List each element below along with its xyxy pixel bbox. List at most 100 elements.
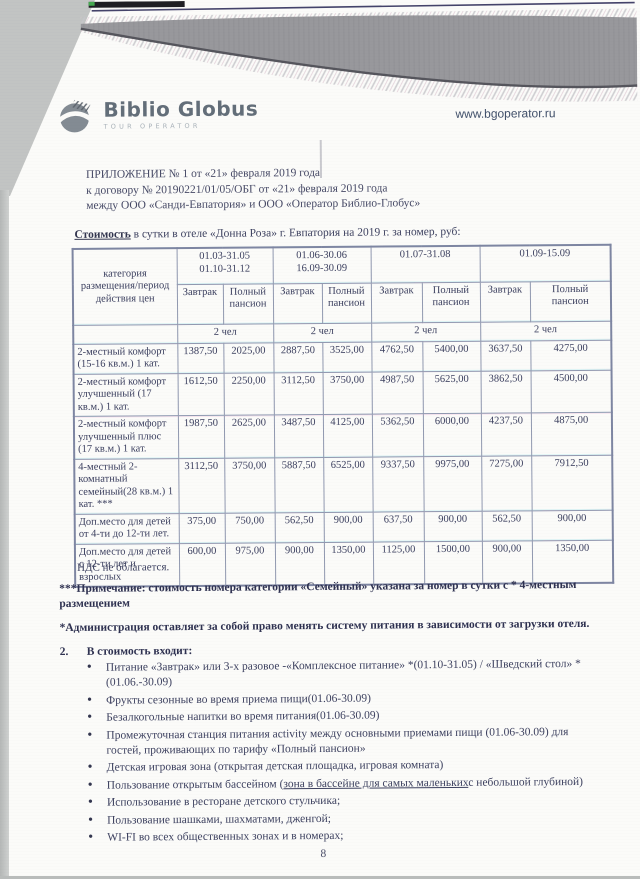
- price-cell: 9975,00: [423, 455, 482, 512]
- room-category: 4-местный 2-комнатный семейный(28 кв.м.)…: [74, 458, 179, 514]
- price-cell: 3487,50: [273, 414, 324, 458]
- period-header-1: 01.03-31.05 01.10-31.12: [176, 247, 273, 285]
- price-cell: 4237,50: [480, 412, 532, 456]
- list-item: Питание «Завтрак» или 3-х разовое -«Комп…: [86, 657, 605, 691]
- period-header-4: 01.09-15.09: [479, 244, 611, 282]
- price-cell: 5362,50: [371, 413, 424, 457]
- includes-heading: 2. В стоимость входит:: [60, 642, 605, 658]
- price-cell: 7912,50: [531, 454, 613, 511]
- letterhead-swoosh: [80, 1, 638, 102]
- biblio-globus-logo: Biblio Globus TOUR OPERATOR: [55, 94, 258, 136]
- meal-header-fullboard: Полный пансион: [421, 281, 481, 323]
- price-cell: 7275,00: [481, 455, 532, 511]
- price-cell: 975,00: [224, 542, 276, 586]
- scanner-edge: [0, 190, 9, 876]
- price-cell: 4987,50: [371, 371, 423, 415]
- room-category: 2-местный комфорт улучшенный (17 кв.м.) …: [73, 373, 178, 417]
- price-cell: 6525,00: [323, 456, 373, 512]
- table-row: 2-местный комфорт улучшенный плюс (17 кв…: [73, 412, 613, 459]
- list-item: Использование в ресторане детского стуль…: [87, 792, 606, 811]
- price-cell: 1125,00: [372, 541, 425, 585]
- occupancy-cell: 2 чел: [273, 322, 372, 343]
- list-item: Промежуточная станция питания activity м…: [86, 724, 605, 758]
- price-cell: 2025,00: [223, 342, 274, 373]
- includes-list: Питание «Завтрак» или 3-х разовое -«Комп…: [86, 657, 606, 846]
- category-column-header: категория размещения/период действия цен: [72, 248, 178, 325]
- price-cell: 900,00: [423, 510, 482, 542]
- includes-heading-number: 2.: [59, 645, 69, 659]
- room-category: 2-местный комфорт (15-16 кв.м.) 1 кат.: [73, 343, 178, 374]
- list-item: Пользование открытым бассейном (зона в б…: [87, 774, 606, 793]
- meal-header-breakfast: Завтрак: [370, 282, 423, 323]
- price-cell: 5625,00: [422, 370, 481, 414]
- website-url: www.bgoperator.ru: [455, 106, 556, 121]
- admin-note: *Администрация оставляет за собой право …: [59, 617, 590, 635]
- price-cell: 1612,50: [177, 372, 224, 416]
- price-cell: 3112,50: [178, 457, 225, 514]
- price-cell: 375,00: [178, 512, 225, 544]
- table-row: 2-местный комфорт улучшенный (17 кв.м.) …: [73, 369, 612, 417]
- list-item: Пользование шашками, шахматами, дженгой;: [87, 809, 606, 828]
- price-cell: 4762,50: [371, 341, 423, 372]
- price-cell: 900,00: [531, 509, 613, 541]
- table-row: 2-местный комфорт (15-16 кв.м.) 1 кат. 1…: [73, 339, 612, 374]
- price-cell: 3750,00: [224, 457, 275, 513]
- list-item: WI-FI во всех общественных зонах и в ном…: [87, 827, 606, 846]
- list-item: Безалкогольные напитки во время питания(…: [86, 707, 605, 726]
- table-row: 4-местный 2-комнатный семейный(28 кв.м.)…: [74, 454, 613, 514]
- price-cell: 3637,50: [480, 340, 531, 371]
- logo-title: Biblio Globus: [103, 96, 259, 122]
- price-cell: 5887,50: [274, 456, 324, 513]
- price-cell: 4275,00: [530, 339, 612, 371]
- occupancy-cell: 2 чел: [371, 321, 481, 342]
- price-cell: 3112,50: [273, 371, 323, 415]
- price-cell: 3862,50: [480, 370, 531, 414]
- includes-section: 2. В стоимость входит: Питание «Завтрак»…: [60, 642, 607, 849]
- meal-header-breakfast: Завтрак: [272, 282, 323, 324]
- price-cell: 900,00: [323, 511, 373, 542]
- table-row: Доп.место для детей от 4-ти до 12-ти лет…: [74, 509, 613, 544]
- price-cell: 2625,00: [223, 414, 275, 458]
- appendix-header: ПРИЛОЖЕНИЕ № 1 от «21» февраля 2019 года…: [86, 164, 516, 214]
- price-cell: 4500,00: [530, 369, 612, 413]
- price-table: категория размещения/период действия цен…: [71, 243, 615, 588]
- price-cell: 4125,00: [322, 414, 373, 457]
- price-cell: 562,50: [274, 511, 324, 543]
- vat-note: НДС не облагается.: [77, 561, 170, 574]
- price-cell: 4875,00: [530, 412, 613, 456]
- meal-header-fullboard: Полный пансион: [222, 283, 274, 324]
- price-cell: 1350,00: [323, 541, 374, 585]
- price-table-title-rest: в сутки в отеле «Донна Роза» г. Евпатори…: [130, 225, 461, 241]
- globe-icon: [55, 99, 95, 133]
- includes-heading-text: В стоимость входит:: [86, 645, 193, 658]
- price-table-title-bold: Стоимость: [74, 228, 131, 241]
- price-cell: 5400,00: [422, 340, 481, 372]
- price-cell: 2250,00: [223, 372, 274, 416]
- empty-cell: [73, 324, 178, 344]
- price-cell: 3525,00: [322, 341, 372, 372]
- price-cell: 1350,00: [531, 539, 614, 584]
- price-table-title: Стоимость в сутки в отеле «Донна Роза» г…: [74, 226, 460, 241]
- price-cell: 6000,00: [422, 413, 482, 457]
- price-cell: 2887,50: [273, 341, 323, 373]
- price-cell: 9337,50: [372, 456, 424, 512]
- pool-zone-underlined: зона в бассейне для самых маленьких: [283, 776, 469, 790]
- occupancy-cell: 2 чел: [480, 320, 612, 341]
- meal-header-breakfast: Завтрак: [176, 283, 224, 325]
- room-category: Доп.место для детей от 4-ти до 12-ти лет…: [74, 513, 179, 544]
- occupancy-cell: 2 чел: [177, 323, 274, 344]
- family-room-note: ***Примечание: стоимость номера категори…: [59, 578, 577, 611]
- price-cell: 637,50: [372, 511, 424, 542]
- list-item: Детская игровая зона (открытая детская п…: [87, 757, 606, 776]
- logo-tagline: TOUR OPERATOR: [103, 121, 201, 131]
- price-cell: 3750,00: [322, 371, 372, 415]
- period-header-3: 01.07-31.08: [370, 245, 480, 283]
- price-cell: 1500,00: [423, 540, 483, 585]
- room-category: 2-местный комфорт улучшенный плюс (17 кв…: [73, 415, 179, 459]
- price-cell: 600,00: [178, 542, 226, 587]
- price-cell: 562,50: [481, 510, 532, 541]
- meal-header-fullboard: Полный пансион: [321, 282, 372, 323]
- price-cell: 1987,50: [177, 415, 225, 459]
- price-cell: 1387,50: [177, 342, 224, 374]
